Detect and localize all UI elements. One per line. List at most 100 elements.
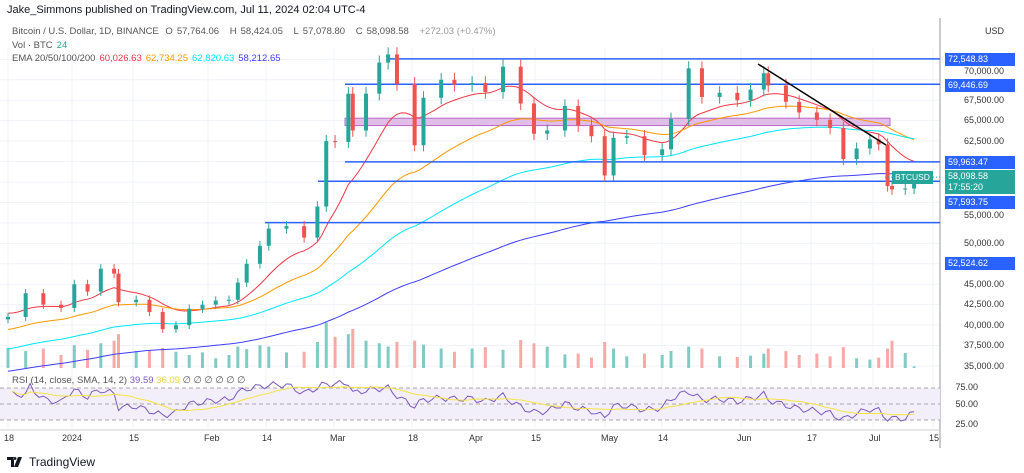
volume-bar <box>735 356 739 368</box>
candle-body <box>98 268 103 292</box>
candle-body <box>885 144 890 187</box>
ema20-value: 60,026.63 <box>99 53 142 64</box>
candle-body <box>41 293 46 305</box>
candle-body <box>147 299 152 313</box>
volume-bar <box>545 346 549 368</box>
volume-bar <box>501 349 505 368</box>
candle-body <box>6 316 10 320</box>
volume-bar <box>72 345 76 368</box>
candle-body <box>518 66 523 104</box>
volume-bar <box>841 347 845 368</box>
candle-body <box>867 139 872 149</box>
candle-body <box>112 268 117 274</box>
candle-body <box>562 105 567 131</box>
candle-body <box>589 125 594 137</box>
candle-body <box>841 128 846 160</box>
rsi-label[interactable]: RSI (14, close, SMA, 14, 2) <box>12 375 128 386</box>
volume-bar <box>828 356 832 368</box>
date-tick: Feb <box>204 433 220 443</box>
rsi-legend: RSI (14, close, SMA, 14, 2) 39.59 36.09 … <box>12 375 245 386</box>
volume-bar <box>603 342 607 368</box>
candle-body <box>59 304 64 308</box>
price-tick: 35,000.00 <box>963 360 1004 371</box>
volume-bar <box>333 336 337 368</box>
date-tick: Apr <box>469 433 484 443</box>
tradingview-logo[interactable]: TradingView <box>7 455 95 469</box>
volume-bar <box>117 334 120 368</box>
candle-body <box>386 54 391 63</box>
volume-bar <box>377 343 381 368</box>
volume-bar <box>563 354 567 368</box>
open-value: 57,764.06 <box>176 26 220 37</box>
level-price-label: 59,963.47 <box>945 156 1015 169</box>
volume-bar <box>749 355 753 368</box>
volume-bar <box>589 357 593 368</box>
candle-body <box>377 62 382 94</box>
ema50-value: 62,734.25 <box>145 53 188 64</box>
volume-bar <box>227 355 231 368</box>
candle-body <box>257 245 262 264</box>
volume-bar <box>346 334 350 368</box>
volume-label[interactable]: Vol · BTC <box>12 39 53 51</box>
candle-body <box>364 93 369 131</box>
date-tick: Jun <box>737 433 752 443</box>
candle-body <box>876 139 881 145</box>
last-price: 58,098.58 <box>948 171 989 181</box>
rsi-line <box>12 379 915 422</box>
candle-body <box>576 105 581 126</box>
date-tick: Jul <box>869 433 881 443</box>
volume-bar <box>147 350 151 368</box>
ema-label[interactable]: EMA 20/50/100/200 <box>12 53 96 64</box>
volume-bar <box>718 356 722 368</box>
high-value: 58,424.05 <box>240 26 283 37</box>
volume-bar <box>386 346 390 368</box>
date-tick: Mar <box>330 433 346 443</box>
publisher-line: Jake_Simmons published on TradingView.co… <box>7 4 366 16</box>
date-tick: 2024 <box>62 433 83 443</box>
price-tick: 70,000.00 <box>963 66 1004 76</box>
volume-bar <box>700 348 704 368</box>
volume-value: 24 <box>56 39 68 51</box>
candle-body <box>394 54 399 84</box>
volume-bar <box>200 352 204 368</box>
candle-body <box>173 325 178 330</box>
volume-bar <box>762 353 766 368</box>
price-tick: 62,500.00 <box>963 135 1004 146</box>
ema100-line <box>7 126 915 350</box>
candle-body <box>333 141 338 143</box>
brand-name: TradingView <box>29 455 96 469</box>
volume-bar <box>612 348 616 368</box>
candle-body <box>213 300 218 305</box>
volume-bar <box>267 346 271 368</box>
candle-body <box>483 83 488 93</box>
volume-bar <box>59 355 63 368</box>
symbol-tag: BTCUSD <box>892 171 933 184</box>
price-tick: 65,000.00 <box>963 115 1004 126</box>
candle-body <box>748 89 753 101</box>
volume-bar <box>532 343 536 368</box>
volume-bar <box>161 347 165 368</box>
candle-body <box>602 136 607 176</box>
candle-body <box>116 273 121 303</box>
candle-body <box>284 226 289 229</box>
symbol-name[interactable]: Bitcoin / U.S. Dollar, 1D, BINANCE <box>12 26 159 37</box>
volume-bar <box>315 342 319 368</box>
change-value: +272.03 (+0.47%) <box>419 26 496 37</box>
candle-body <box>23 293 28 317</box>
candle-body <box>315 206 320 238</box>
candle-body <box>470 83 475 85</box>
candle-body <box>611 137 616 176</box>
high-label: H <box>229 26 237 37</box>
rsi-tick: 75.00 <box>955 382 978 392</box>
date-tick: 14 <box>262 433 273 443</box>
volume-bar <box>912 366 916 368</box>
candle-body <box>783 85 788 102</box>
close-value: 58,098.58 <box>366 26 409 37</box>
volume-bar <box>625 356 629 368</box>
level-price-label: 57,593.75 <box>945 196 1015 209</box>
volume-bar <box>669 351 673 368</box>
price-chart[interactable] <box>0 18 1024 448</box>
candle-body <box>797 101 802 113</box>
date-tick: 18 <box>408 433 419 443</box>
rsi-sma-line <box>12 386 915 416</box>
